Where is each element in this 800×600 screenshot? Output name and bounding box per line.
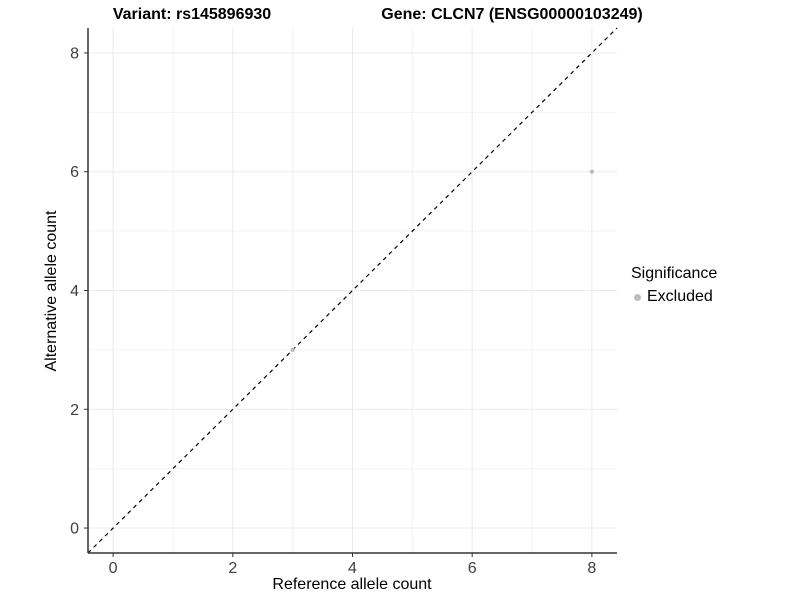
plot-title-variant: Variant: rs145896930: [112, 6, 272, 23]
y-tick-label: 8: [70, 45, 79, 62]
x-tick-label: 4: [348, 560, 357, 577]
y-axis-title: Alternative allele count: [43, 210, 60, 372]
legend: Significance Excluded: [631, 264, 717, 307]
data-point: [290, 347, 295, 353]
y-tick-label: 0: [70, 521, 79, 538]
y-tick-label: 4: [70, 283, 79, 300]
legend-title: Significance: [631, 265, 718, 282]
legend-item-label: Excluded: [647, 288, 713, 305]
legend-point-swatch: [634, 293, 641, 301]
legend-item-excluded: Excluded: [631, 287, 717, 307]
x-axis-title: Reference allele count: [272, 576, 432, 593]
data-point: [589, 169, 595, 174]
x-tick-label: 0: [109, 560, 118, 577]
x-tick-label: 2: [228, 560, 237, 577]
x-tick-label: 8: [587, 560, 596, 577]
plot-title-gene: Gene: CLCN7 (ENSG00000103249): [381, 6, 643, 23]
y-tick-label: 2: [70, 402, 79, 419]
x-tick-label: 6: [468, 560, 477, 577]
y-tick-label: 6: [70, 164, 79, 181]
